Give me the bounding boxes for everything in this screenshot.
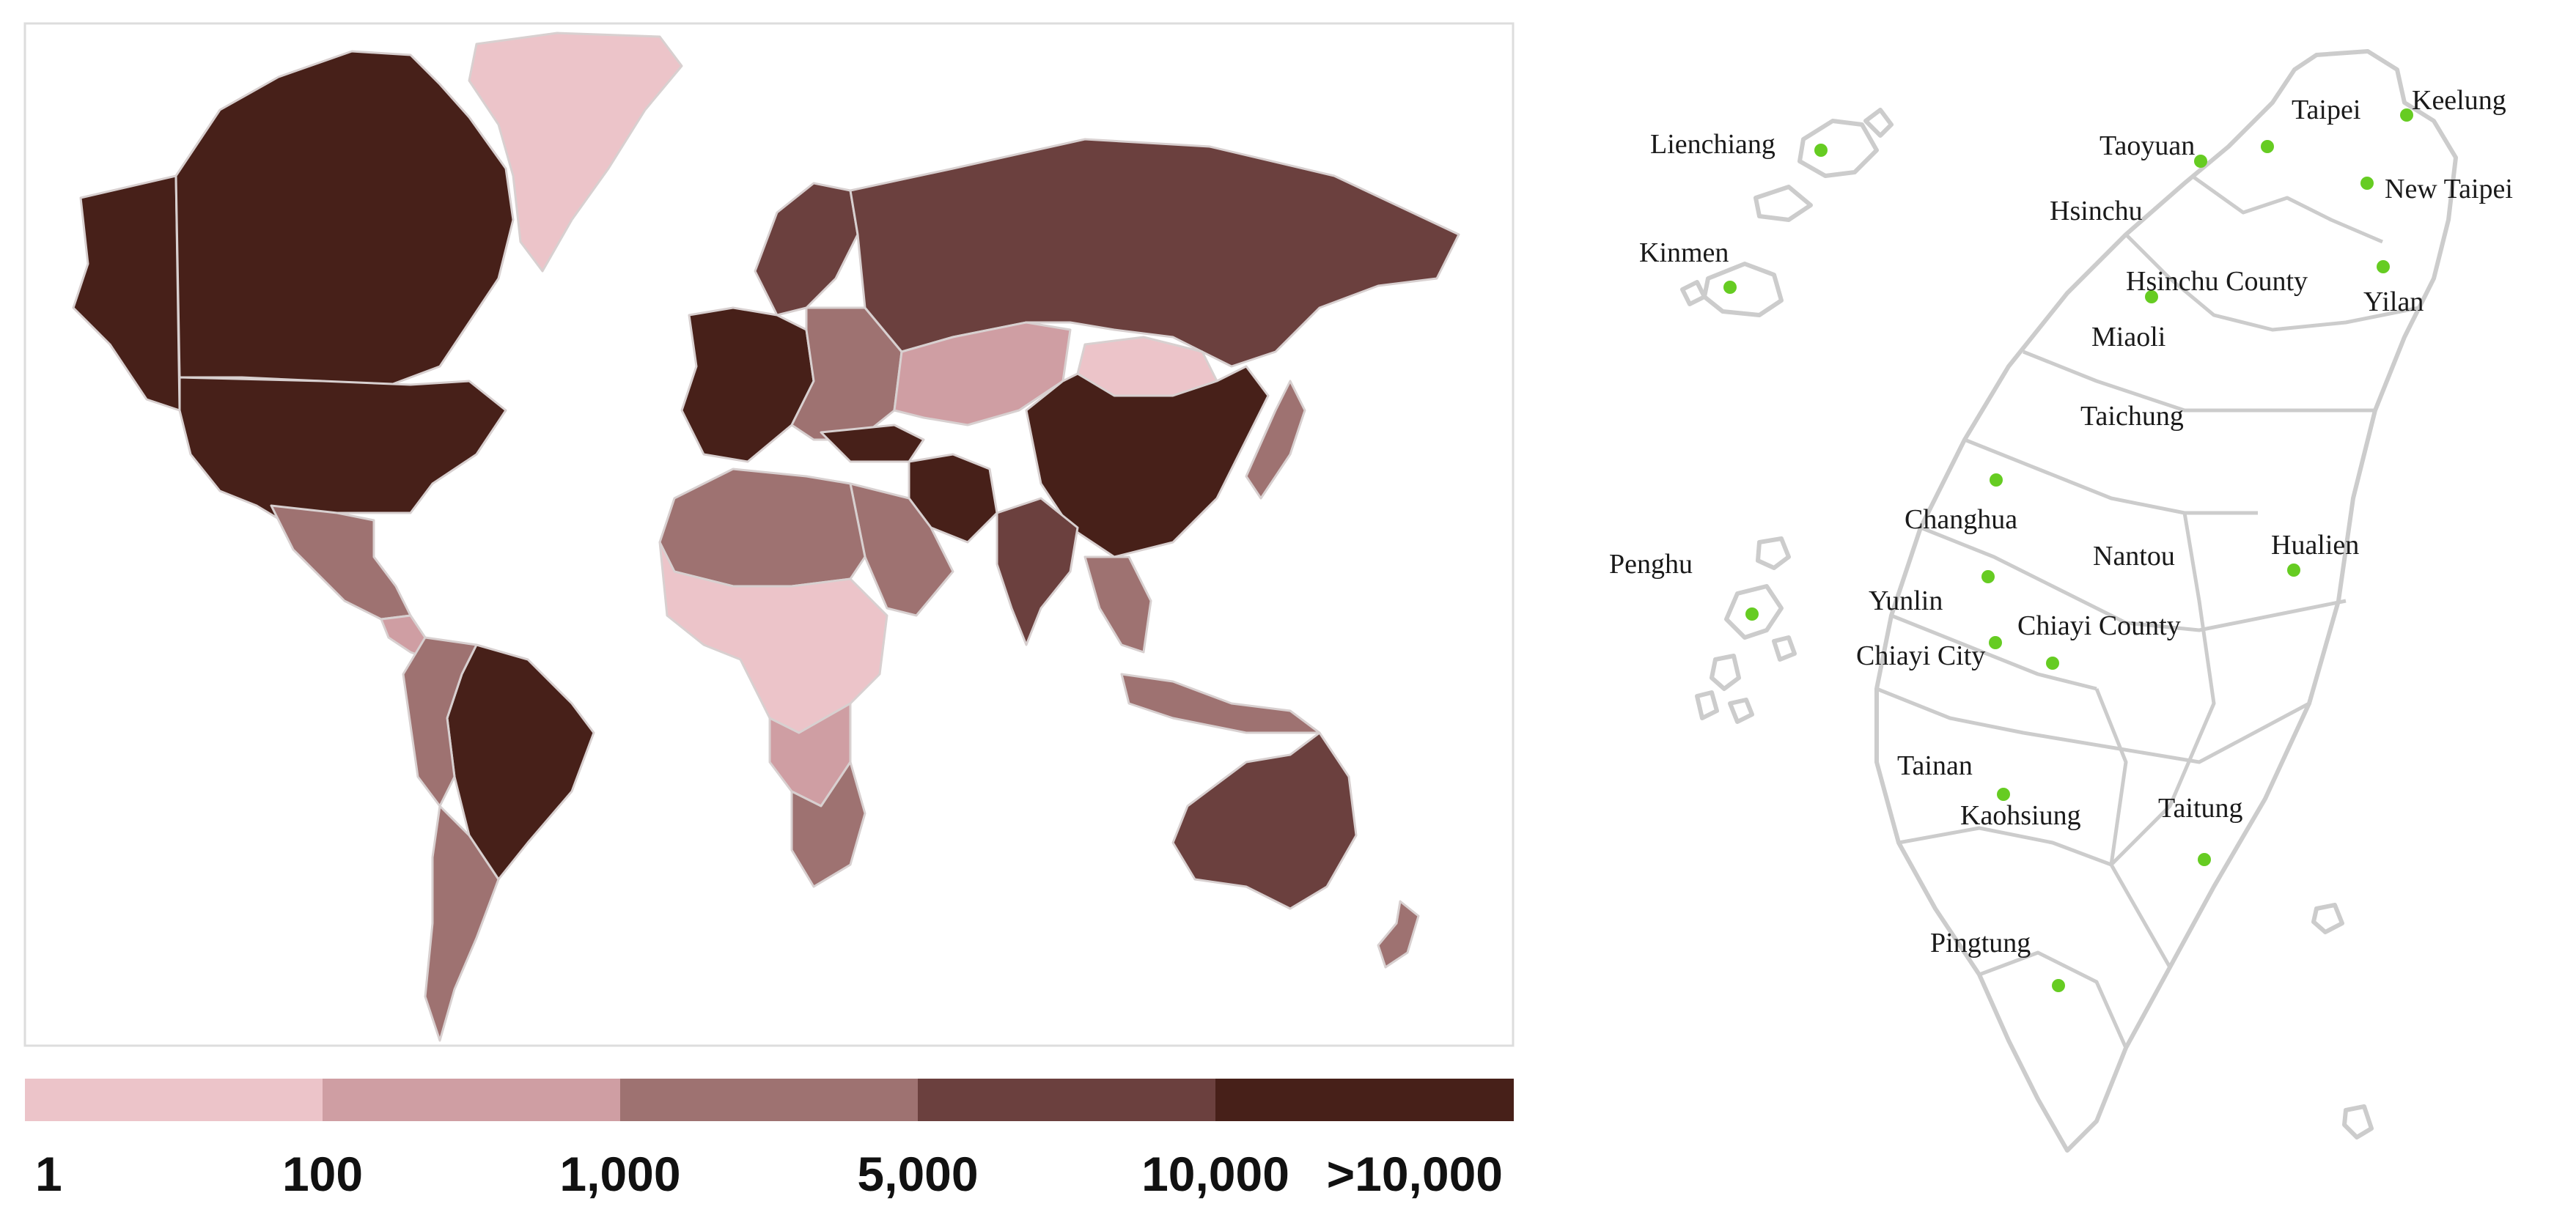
taiwan-main-island [1874, 49, 2458, 1153]
region-new-zealand [1377, 900, 1420, 969]
region-australia [1171, 731, 1358, 910]
region-united-states [178, 376, 507, 529]
county-label: Hualien [2271, 530, 2359, 561]
city-dot [1997, 788, 2010, 801]
taiwan-city-dots [1723, 108, 2413, 992]
county-label: Keelung [2412, 85, 2506, 116]
county-label: Taipei [2292, 95, 2360, 125]
region-china [1025, 365, 1270, 558]
county-label: Yunlin [1869, 585, 1943, 616]
green-island [2311, 903, 2344, 934]
city-dot [2400, 108, 2413, 122]
city-dot [2046, 657, 2059, 670]
county-label: Lienchiang [1650, 129, 1775, 160]
city-dot [1814, 144, 1828, 157]
penghu-island-3 [1710, 654, 1741, 691]
county-label: Yilan [2363, 287, 2424, 317]
county-label: Taitung [2158, 793, 2243, 824]
region-argentina [424, 805, 500, 1042]
penghu-island-5 [1772, 635, 1797, 662]
county-label: Kinmen [1639, 237, 1729, 268]
city-dot [2360, 177, 2374, 190]
taiwan-county-labels: Lienchiang Kinmen Penghu Keelung Taipei Taoyu… [1609, 85, 2513, 958]
world-map-regions [72, 32, 1460, 1042]
county-label: Tainan [1897, 750, 1973, 781]
county-label: Chiayi City [1856, 640, 1985, 671]
legend-swatch [25, 1079, 323, 1121]
county-label: Kaohsiung [1960, 800, 2081, 831]
city-dot [2052, 979, 2065, 992]
penghu-island-6 [1728, 698, 1754, 724]
kinmen-island-2 [1680, 280, 1707, 306]
region-india [996, 497, 1079, 646]
city-dot [2261, 140, 2274, 153]
penghu-island-4 [1695, 690, 1719, 720]
city-dot [1981, 570, 1995, 583]
region-kazakhstan [893, 321, 1072, 426]
city-dot [1990, 473, 2003, 487]
county-label: New Taipei [2385, 174, 2513, 204]
legend-final-label: >10,000 [1327, 1147, 1503, 1201]
kinmen-island-1 [1702, 262, 1784, 317]
city-dot [1745, 607, 1759, 621]
legend-swatch [1215, 1079, 1514, 1121]
county-label: Nantou [2093, 541, 2175, 572]
region-arabia [849, 482, 954, 617]
taiwan-map-panel: Lienchiang Kinmen Penghu Keelung Taipei Taoyu… [1609, 49, 2513, 1153]
county-label: Penghu [1609, 549, 1693, 580]
region-andes [402, 636, 478, 808]
legend-tick-label: 1,000 [559, 1147, 680, 1201]
city-dot [2145, 290, 2158, 303]
city-dot [1989, 636, 2002, 649]
region-japan [1245, 380, 1306, 500]
county-label: Hsinchu [2050, 196, 2143, 226]
region-turkey [820, 424, 925, 463]
legend-tick-label: 100 [282, 1147, 363, 1201]
city-dot [2194, 155, 2207, 168]
county-label: Miaoli [2091, 322, 2165, 352]
city-dot [2377, 260, 2390, 273]
county-label: Taoyuan [2100, 130, 2195, 161]
region-south-africa [790, 761, 866, 888]
penghu-island-2 [1756, 536, 1791, 570]
orchid-island [2342, 1104, 2374, 1139]
lienchiang-island-1 [1797, 119, 1879, 178]
legend-color-bar [25, 1079, 1514, 1121]
legend-tick-label: 10,000 [1141, 1147, 1289, 1201]
county-label: Pingtung [1930, 928, 2031, 958]
taiwan-county-boundaries [1876, 174, 2420, 1049]
city-dot [1723, 281, 1737, 294]
city-dot [2198, 853, 2211, 866]
legend-tick-label: 5,000 [857, 1147, 978, 1201]
legend: 1 100 1,000 5,000 10,000 >10,000 [25, 1079, 1514, 1201]
county-label: Taichung [2080, 401, 2184, 432]
legend-tick-label: 1 [35, 1147, 62, 1201]
lienchiang-island-3 [1863, 108, 1894, 138]
county-label: Chiayi County [2017, 610, 2181, 641]
region-greenland [468, 32, 683, 273]
legend-swatch [323, 1079, 621, 1121]
world-map-panel [23, 22, 1515, 1047]
region-sub-saharan-africa [658, 541, 888, 734]
city-dot [2287, 564, 2300, 577]
county-label: Hsinchu County [2126, 266, 2308, 297]
region-southeast-asia [1083, 555, 1152, 654]
legend-labels: 1 100 1,000 5,000 10,000 >10,000 [35, 1147, 1503, 1201]
legend-swatch [620, 1079, 919, 1121]
lienchiang-island-2 [1753, 185, 1813, 222]
county-label: Changhua [1905, 504, 2017, 535]
legend-swatch [918, 1079, 1216, 1121]
